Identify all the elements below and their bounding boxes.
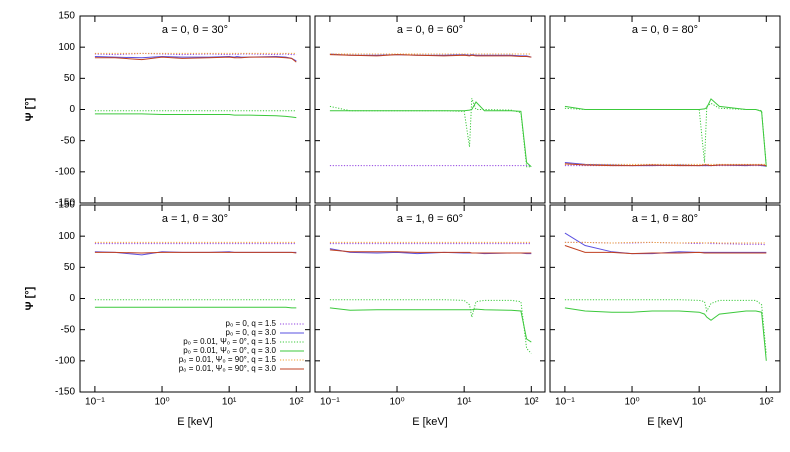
panel: -150 -100 -50 0 50 100 150 a = 0, θ = 30° Ψ [°] bbox=[24, 11, 311, 209]
series-line bbox=[329, 54, 532, 58]
y-tick-label: 0 bbox=[69, 293, 75, 304]
panel-title: a = 0, θ = 80° bbox=[632, 24, 698, 36]
series-line bbox=[564, 245, 767, 255]
x-axis-label: E [keV] bbox=[412, 416, 447, 428]
legend-label: p₀ = 0.01, Ψ₀ = 0°, q = 1.5 bbox=[183, 337, 276, 346]
panel: 10⁻¹ 10⁰ 10¹ 10² a = 1, θ = 60° E [keV] bbox=[314, 204, 546, 428]
plot-frame bbox=[549, 204, 781, 393]
y-tick-label: -150 bbox=[55, 387, 75, 398]
legend-label: p₀ = 0, q = 1.5 bbox=[226, 319, 277, 328]
y-axis-label: Ψ [°] bbox=[24, 97, 36, 121]
y-tick-label: 150 bbox=[58, 200, 75, 211]
x-tick-label: 10⁻¹ bbox=[85, 397, 105, 408]
x-tick-label: 10⁰ bbox=[624, 397, 639, 408]
y-tick-label: 100 bbox=[58, 42, 75, 53]
series-line bbox=[329, 307, 532, 343]
y-tick-label: -50 bbox=[61, 135, 76, 146]
x-axis-label: E [keV] bbox=[647, 416, 682, 428]
x-tick-label: 10² bbox=[289, 397, 304, 408]
y-tick-label: 50 bbox=[64, 262, 76, 273]
legend-label: p₀ = 0.01, Ψ₀ = 90°, q = 3.0 bbox=[179, 364, 277, 373]
series-line bbox=[329, 299, 532, 354]
x-tick-label: 10¹ bbox=[222, 397, 237, 408]
y-tick-label: 100 bbox=[58, 231, 75, 242]
plot-frame bbox=[314, 15, 546, 204]
series-line bbox=[94, 251, 297, 254]
x-tick-label: 10¹ bbox=[692, 397, 707, 408]
series-line bbox=[329, 101, 532, 168]
series-line bbox=[564, 299, 767, 355]
series-line bbox=[329, 98, 532, 168]
panel: -150 -100 -50 0 50 100 150 10⁻¹ 10⁰ 10¹ 10² a = 1, … bbox=[24, 200, 311, 428]
x-tick-label: 10⁰ bbox=[389, 397, 404, 408]
plot-frame bbox=[549, 15, 781, 204]
x-tick-label: 10⁰ bbox=[154, 397, 169, 408]
x-tick-label: 10⁻¹ bbox=[555, 397, 575, 408]
panel-title: a = 1, θ = 80° bbox=[632, 213, 698, 225]
y-tick-label: 150 bbox=[58, 11, 75, 22]
panel-title: a = 0, θ = 30° bbox=[162, 24, 228, 36]
y-tick-label: 0 bbox=[69, 104, 75, 115]
y-tick-label: -150 bbox=[55, 198, 75, 209]
series-line bbox=[329, 249, 532, 254]
series-line bbox=[94, 56, 297, 63]
legend-label: p₀ = 0.01, Ψ₀ = 90°, q = 1.5 bbox=[179, 355, 277, 364]
x-tick-label: 10¹ bbox=[457, 397, 472, 408]
series-line bbox=[564, 163, 767, 167]
panel-title: a = 1, θ = 30° bbox=[162, 213, 228, 225]
series-line bbox=[94, 113, 297, 119]
series-line bbox=[564, 307, 767, 361]
y-axis-label: Ψ [°] bbox=[24, 286, 36, 310]
panel: a = 0, θ = 80° bbox=[549, 15, 781, 204]
x-tick-label: 10² bbox=[524, 397, 539, 408]
y-tick-label: 50 bbox=[64, 73, 76, 84]
y-tick-label: -100 bbox=[55, 355, 75, 366]
x-tick-label: 10² bbox=[759, 397, 774, 408]
panel-title: a = 0, θ = 60° bbox=[397, 24, 463, 36]
series-line bbox=[564, 102, 767, 166]
series-line bbox=[94, 55, 297, 62]
y-tick-label: -50 bbox=[61, 324, 76, 335]
plot-frame bbox=[79, 15, 311, 204]
panel: a = 0, θ = 60° bbox=[314, 15, 546, 204]
series-line bbox=[94, 306, 297, 309]
panel: 10⁻¹ 10⁰ 10¹ 10² a = 1, θ = 80° E [keV] bbox=[549, 204, 781, 428]
panel-title: a = 1, θ = 60° bbox=[397, 213, 463, 225]
x-tick-label: 10⁻¹ bbox=[320, 397, 340, 408]
series-line bbox=[564, 98, 767, 167]
legend-label: p₀ = 0, q = 3.0 bbox=[226, 328, 277, 337]
y-tick-label: -100 bbox=[55, 166, 75, 177]
x-axis-label: E [keV] bbox=[177, 416, 212, 428]
plot-frame bbox=[79, 204, 311, 393]
plot-frame bbox=[314, 204, 546, 393]
series-line bbox=[564, 241, 767, 244]
legend-label: p₀ = 0.01, Ψ₀ = 0°, q = 3.0 bbox=[183, 346, 276, 355]
